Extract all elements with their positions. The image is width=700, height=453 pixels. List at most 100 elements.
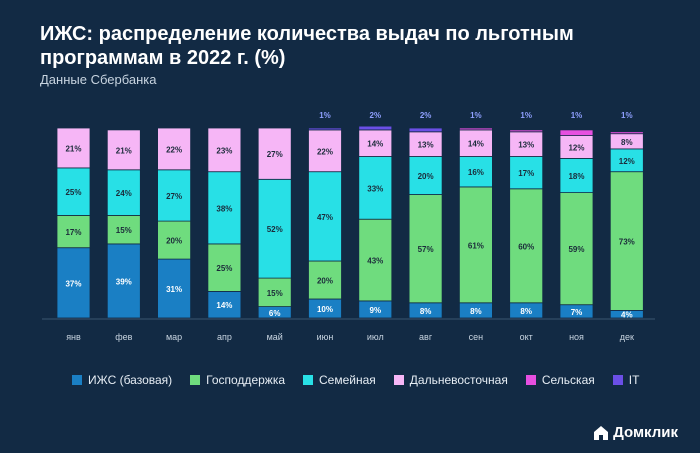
bar-top-label: 1% [470, 111, 482, 120]
bar-segment [458, 127, 493, 131]
bar-segment [458, 186, 493, 304]
legend-item: Семейная [303, 373, 376, 387]
legend-item: IT [612, 373, 640, 387]
legend-label: ИЖС (базовая) [88, 373, 173, 387]
bar-segment [509, 156, 544, 190]
bar-value-label: 8% [420, 307, 432, 316]
x-tick-label: фев [115, 332, 132, 342]
brand-name: Домклик [613, 424, 678, 441]
bar-value-label: 21% [65, 144, 81, 153]
bar-segment [207, 127, 242, 173]
bar-value-label: 7% [571, 308, 583, 317]
x-tick-label: янв [66, 332, 81, 342]
bar-value-label: 13% [418, 141, 434, 150]
bar-value-label: 20% [166, 237, 182, 246]
x-tick-label: ноя [569, 332, 584, 342]
bar-value-label: 16% [468, 168, 484, 177]
bar-value-label: 25% [65, 188, 81, 197]
legend-label: IT [628, 373, 640, 387]
bar-value-label: 52% [267, 225, 283, 234]
legend-swatch [525, 375, 536, 385]
bar-value-label: 20% [317, 277, 333, 286]
legend-label: Сельская [541, 373, 595, 387]
bar-value-label: 59% [568, 245, 584, 254]
x-tick-label: июн [317, 332, 334, 342]
bar-top-label: 1% [319, 111, 331, 120]
bar-top-label: 2% [420, 111, 432, 120]
legend-swatch [190, 375, 201, 385]
bar-segment [308, 129, 342, 173]
legend-swatch [612, 375, 623, 385]
bar-value-label: 12% [619, 157, 635, 166]
bar-segment [458, 129, 493, 157]
bar-value-label: 57% [418, 245, 434, 254]
chart-title: ИЖС: распределение количества выдач по л… [40, 23, 574, 69]
chart-legend: ИЖС (базовая) Господдержка Семейная Дальнев… [72, 373, 657, 387]
bar-segment [509, 129, 544, 133]
bar-value-label: 6% [269, 309, 281, 318]
bar-segment [106, 129, 141, 171]
legend-label: Господдержка [206, 373, 285, 387]
bar-value-label: 47% [317, 213, 333, 222]
bar-segment [559, 157, 594, 193]
legend-item: ИЖС (базовая) [72, 373, 172, 387]
bar-value-label: 31% [166, 285, 182, 294]
bar-segment [458, 156, 493, 188]
bar-top-label: 1% [621, 111, 633, 120]
x-tick-label: окт [520, 332, 533, 342]
bar-segment [157, 258, 192, 319]
bar-segment [559, 129, 594, 136]
bar-value-label: 15% [267, 289, 283, 298]
bar-value-label: 20% [418, 172, 434, 181]
bar-segment [106, 243, 141, 319]
bar-value-label: 18% [568, 172, 584, 181]
bar-value-label: 9% [370, 306, 382, 315]
bar-value-label: 21% [116, 146, 132, 155]
bar-segment [509, 188, 544, 304]
brand-logo: Домклик [593, 424, 678, 441]
bar-segment [408, 127, 443, 133]
bar-top-label: 1% [520, 111, 532, 120]
bar-value-label: 12% [568, 144, 584, 153]
bar-segment [207, 290, 242, 319]
legend-swatch [72, 375, 82, 385]
legend-swatch [303, 375, 313, 385]
x-tick-label: май [267, 332, 283, 342]
bar-segment [358, 218, 393, 302]
bar-value-label: 14% [468, 140, 484, 149]
bar-value-label: 25% [216, 264, 232, 273]
bar-value-label: 14% [367, 140, 383, 149]
bar-value-label: 73% [619, 238, 635, 247]
bar-segment [106, 169, 141, 216]
bar-segment [157, 220, 192, 260]
bar-value-label: 17% [65, 228, 81, 237]
bar-segment [257, 127, 292, 180]
bar-value-label: 22% [166, 145, 182, 154]
bar-value-label: 8% [470, 307, 482, 316]
chart-subtitle: Данные Сбербанка [40, 72, 157, 87]
bar-segment [559, 192, 594, 306]
bar-value-label: 14% [216, 301, 232, 310]
bar-segment [56, 247, 91, 319]
legend-label: Дальневосточная [409, 373, 508, 387]
bar-value-label: 61% [468, 241, 484, 250]
bar-value-label: 8% [621, 138, 633, 147]
bar-value-label: 22% [317, 147, 333, 156]
bar-value-label: 8% [520, 307, 532, 316]
x-tick-label: мар [166, 332, 182, 342]
bar-segment [257, 178, 292, 279]
bar-value-label: 15% [116, 226, 132, 235]
legend-item: Сельская [525, 373, 595, 387]
bar-value-label: 24% [116, 189, 132, 198]
bar-value-label: 37% [65, 279, 81, 288]
x-tick-label: авг [419, 332, 433, 342]
bar-value-label: 43% [367, 257, 383, 266]
house-logo-icon [594, 425, 609, 440]
bar-value-label: 33% [367, 184, 383, 193]
bar-segment [408, 131, 443, 157]
bar-segment [56, 127, 91, 169]
bar-segment [609, 131, 644, 135]
bar-value-label: 27% [267, 150, 283, 159]
x-tick-label: апр [217, 332, 232, 342]
